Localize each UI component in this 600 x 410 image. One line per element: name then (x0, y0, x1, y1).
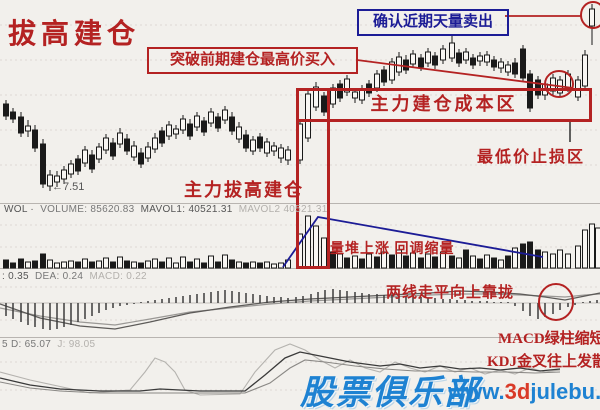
watermark-url: www.3djulebu.com (448, 379, 600, 405)
kdj-indicator-header: 5 D: 65.07 J: 98.05 (2, 339, 95, 350)
stop-loss-label: 最低价止损区 (477, 149, 586, 166)
watermark-url-www: www. (448, 379, 505, 404)
breakout-buy-callout: 突破前期建仓最高价买入 (147, 47, 358, 74)
cost-area-box: 主力建仓成本区 (296, 88, 592, 122)
volume-header-label: WOL · (4, 204, 35, 215)
price-low-marker: ←7.51 (52, 181, 85, 193)
volume-value: VOLUME: 85620.83 (40, 204, 135, 215)
volume-pattern-label: 量堆上涨 回调缩量 (330, 242, 455, 257)
confirm-sell-callout: 确认近期天量卖出 (357, 9, 509, 36)
macd-lines-label: 两线走平向上靠拢 (386, 285, 515, 301)
watermark-brand: 股票俱乐部 (300, 374, 480, 410)
kdj-d-value: 5 D: 65.07 (2, 339, 52, 350)
watermark-url-3d: 3d (504, 379, 531, 404)
dea-value: DEA: 0.24 (35, 271, 84, 282)
volume-indicator-header: WOL · VOLUME: 85620.83 MAVOL1: 40521.31 … (4, 204, 328, 215)
mavol1-value: MAVOL1: 40521.31 (140, 204, 233, 215)
kdj-cross-label: KDJ金叉往上发散 (487, 354, 600, 370)
macd-indicator-header: : 0.35 DEA: 0.24 MACD: 0.22 (2, 271, 147, 282)
macd-bars-label: MACD绿柱缩短 (498, 331, 600, 347)
watermark-url-rest: julebu.com (530, 379, 600, 404)
breakout-highlight-box (296, 88, 330, 269)
pull-up-label: 主力拔高建仓 (184, 180, 304, 200)
kdj-j-value: J: 98.05 (57, 339, 96, 350)
page-title: 拔高建仓 (8, 19, 141, 50)
mavol2-value: MAVOL2 40521.31 (238, 204, 328, 215)
macd-value: MACD: 0.22 (89, 271, 147, 282)
dif-value: : 0.35 (2, 271, 29, 282)
